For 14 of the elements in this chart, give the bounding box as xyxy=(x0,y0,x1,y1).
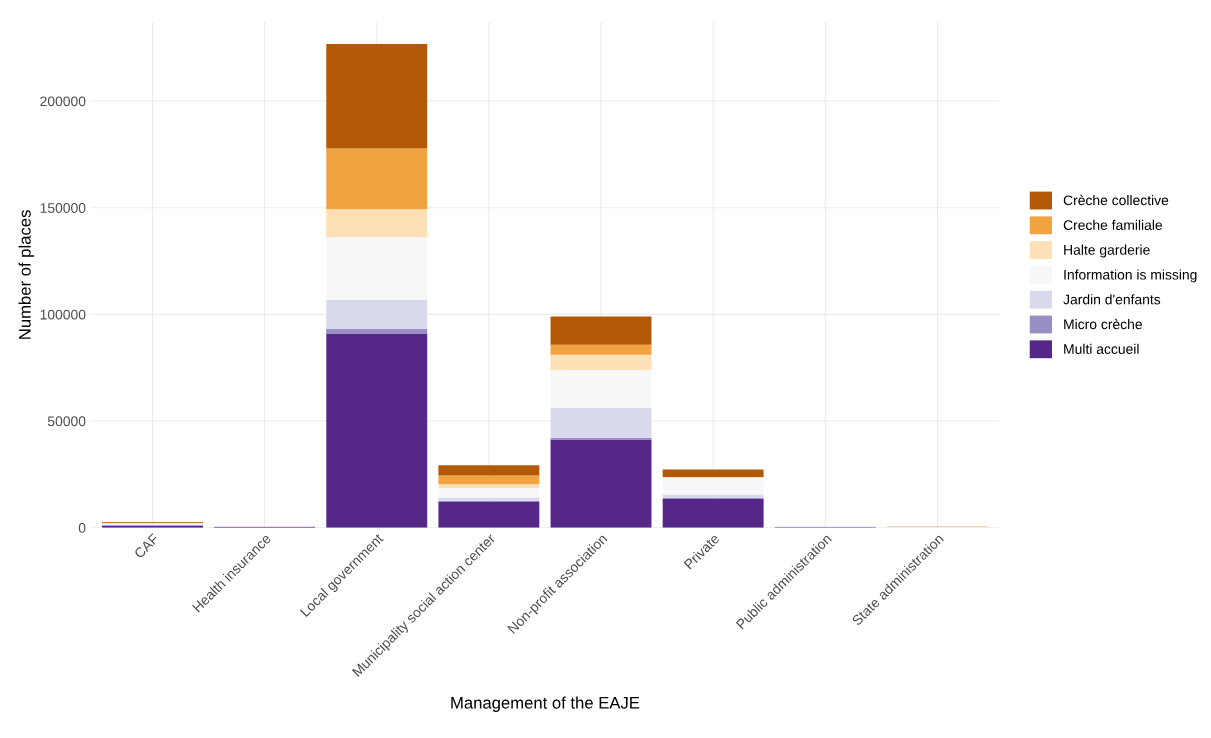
legend-label: Halte garderie xyxy=(1064,244,1150,258)
x-axis-title: Management of the EAJE xyxy=(451,696,640,712)
y-tick-label: 50000 xyxy=(47,416,86,427)
legend-label: Information is missing xyxy=(1064,269,1197,283)
legend-label: Micro crèche xyxy=(1064,318,1142,330)
legend-label: Crèche collective xyxy=(1063,194,1169,206)
y-tick-label: 150000 xyxy=(40,203,86,213)
legend-label: Jardin d'enfants xyxy=(1063,294,1161,305)
y-axis-title: Number of places xyxy=(18,210,35,339)
legend-label: Multi accueil xyxy=(1064,343,1139,354)
y-tick-label: 0 xyxy=(78,523,86,533)
y-tick-label: 100000 xyxy=(40,309,86,320)
y-tick-label: 200000 xyxy=(40,96,86,107)
legend-label: Creche familiale xyxy=(1063,219,1163,231)
